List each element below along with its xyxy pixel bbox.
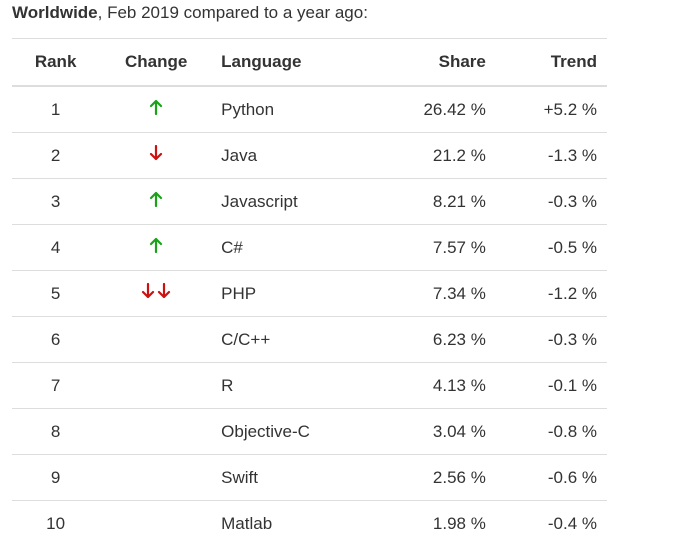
trend-cell: -0.6 % xyxy=(486,455,607,501)
change-cell xyxy=(99,363,213,409)
trend-cell: -0.1 % xyxy=(486,363,607,409)
rank-cell: 10 xyxy=(12,501,99,546)
change-indicator xyxy=(149,237,163,253)
arrow-down-icon xyxy=(141,283,155,299)
change-cell xyxy=(99,501,213,546)
language-cell: Swift xyxy=(213,455,377,501)
change-indicator xyxy=(149,191,163,207)
caption-text: , Feb 2019 compared to a year ago: xyxy=(98,3,368,22)
change-cell xyxy=(99,133,213,179)
header-share: Share xyxy=(378,39,486,87)
language-cell: R xyxy=(213,363,377,409)
rank-cell: 1 xyxy=(12,86,99,133)
language-popularity-table: Rank Change Language Share Trend 1 Python… xyxy=(12,38,607,546)
rank-cell: 5 xyxy=(12,271,99,317)
change-indicator xyxy=(141,283,171,299)
share-cell: 7.57 % xyxy=(378,225,486,271)
share-cell: 1.98 % xyxy=(378,501,486,546)
change-cell xyxy=(99,179,213,225)
change-cell xyxy=(99,317,213,363)
table-row: 6 C/C++6.23 %-0.3 % xyxy=(12,317,607,363)
share-cell: 8.21 % xyxy=(378,179,486,225)
trend-cell: -0.4 % xyxy=(486,501,607,546)
share-cell: 26.42 % xyxy=(378,86,486,133)
language-cell: Python xyxy=(213,86,377,133)
change-indicator xyxy=(149,145,163,161)
rank-cell: 6 xyxy=(12,317,99,363)
trend-cell: -0.3 % xyxy=(486,317,607,363)
language-cell: PHP xyxy=(213,271,377,317)
header-rank: Rank xyxy=(12,39,99,87)
arrow-up-icon xyxy=(149,191,163,207)
rank-cell: 3 xyxy=(12,179,99,225)
table-caption: Worldwide, Feb 2019 compared to a year a… xyxy=(12,3,368,23)
arrow-down-icon xyxy=(149,145,163,161)
arrow-down-icon xyxy=(157,283,171,299)
rank-cell: 4 xyxy=(12,225,99,271)
caption-region: Worldwide xyxy=(12,3,98,22)
rank-cell: 9 xyxy=(12,455,99,501)
header-trend: Trend xyxy=(486,39,607,87)
header-language: Language xyxy=(213,39,377,87)
trend-cell: -0.5 % xyxy=(486,225,607,271)
change-cell xyxy=(99,86,213,133)
language-cell: Objective-C xyxy=(213,409,377,455)
change-indicator xyxy=(149,99,163,115)
share-cell: 7.34 % xyxy=(378,271,486,317)
change-cell xyxy=(99,409,213,455)
rank-cell: 8 xyxy=(12,409,99,455)
trend-cell: -0.3 % xyxy=(486,179,607,225)
share-cell: 21.2 % xyxy=(378,133,486,179)
language-cell: Matlab xyxy=(213,501,377,546)
change-cell xyxy=(99,455,213,501)
language-cell: C# xyxy=(213,225,377,271)
rank-cell: 2 xyxy=(12,133,99,179)
change-cell xyxy=(99,271,213,317)
rank-cell: 7 xyxy=(12,363,99,409)
arrow-up-icon xyxy=(149,99,163,115)
share-cell: 6.23 % xyxy=(378,317,486,363)
share-cell: 3.04 % xyxy=(378,409,486,455)
share-cell: 4.13 % xyxy=(378,363,486,409)
language-cell: C/C++ xyxy=(213,317,377,363)
language-cell: Java xyxy=(213,133,377,179)
arrow-up-icon xyxy=(149,237,163,253)
header-change: Change xyxy=(99,39,213,87)
table-header-row: Rank Change Language Share Trend xyxy=(12,39,607,87)
table-row: 4 C#7.57 %-0.5 % xyxy=(12,225,607,271)
change-cell xyxy=(99,225,213,271)
trend-cell: -1.3 % xyxy=(486,133,607,179)
trend-cell: +5.2 % xyxy=(486,86,607,133)
language-cell: Javascript xyxy=(213,179,377,225)
trend-cell: -1.2 % xyxy=(486,271,607,317)
trend-cell: -0.8 % xyxy=(486,409,607,455)
share-cell: 2.56 % xyxy=(378,455,486,501)
